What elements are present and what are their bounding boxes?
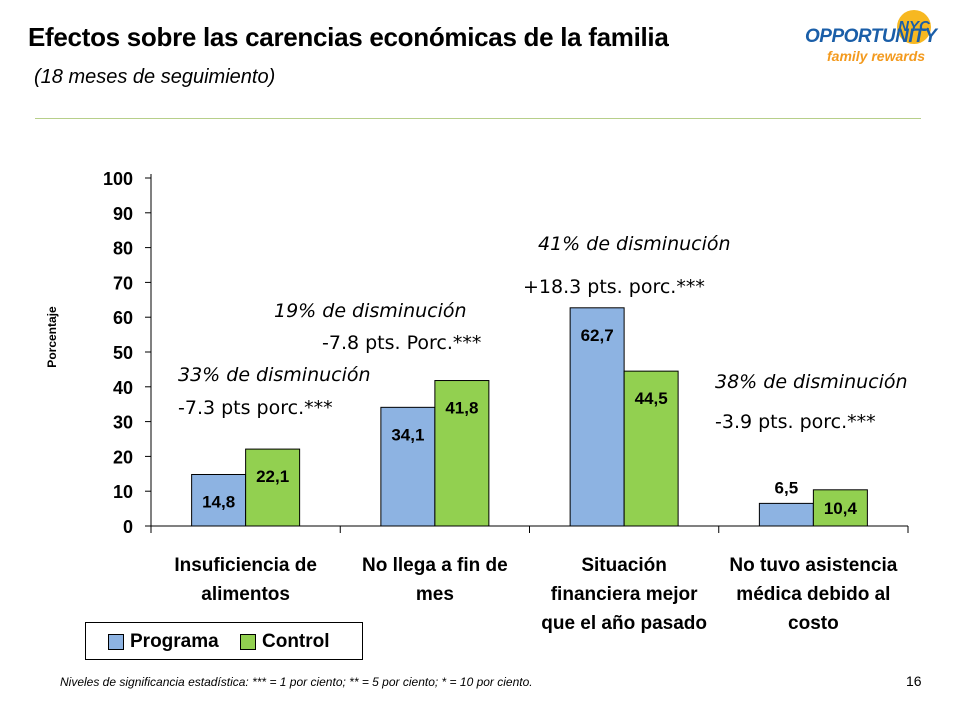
bar-control bbox=[623, 370, 679, 527]
page-title: Efectos sobre las carencias económicas d… bbox=[28, 22, 669, 52]
data-label: 41,8 bbox=[445, 399, 478, 418]
y-tick-label: 30 bbox=[113, 413, 133, 433]
y-tick-label: 60 bbox=[113, 308, 133, 328]
bar-programa bbox=[191, 473, 247, 527]
y-tick-label: 40 bbox=[113, 378, 133, 398]
bar-control bbox=[434, 380, 490, 527]
category-label: médica debido al bbox=[736, 584, 890, 605]
y-tick-label: 20 bbox=[113, 447, 133, 467]
category-label: mes bbox=[416, 584, 454, 605]
legend-label-control: Control bbox=[262, 631, 330, 652]
data-label: 44,5 bbox=[635, 389, 668, 408]
y-tick-label: 100 bbox=[103, 169, 133, 189]
legend-label-programa: Programa bbox=[130, 631, 219, 652]
bar-programa bbox=[758, 502, 814, 527]
category-label: alimentos bbox=[201, 584, 290, 605]
annotation-points: -7.8 pts. Porc.*** bbox=[322, 332, 481, 354]
logo-circle-icon bbox=[897, 10, 931, 44]
annotation-points: -3.9 pts. porc.*** bbox=[715, 411, 876, 433]
category-label: costo bbox=[788, 613, 839, 634]
category-label: No tuvo asistencia bbox=[729, 555, 897, 576]
page-subtitle: (18 meses de seguimiento) bbox=[34, 66, 276, 88]
bar-control bbox=[812, 489, 868, 527]
annotation-points: +18.3 pts. porc.*** bbox=[523, 276, 705, 298]
category-label: Insuficiencia de bbox=[174, 555, 317, 576]
annotation-points: -7.3 pts porc.*** bbox=[178, 397, 333, 419]
category-label: financiera mejor bbox=[551, 584, 698, 605]
y-tick-label: 80 bbox=[113, 239, 133, 259]
y-tick-label: 10 bbox=[113, 482, 133, 502]
logo-nyc-text: NYC bbox=[898, 18, 930, 35]
data-label: 14,8 bbox=[202, 492, 235, 511]
category-label: que el año pasado bbox=[541, 613, 707, 634]
bar-control bbox=[245, 448, 301, 527]
y-tick-label: 90 bbox=[113, 204, 133, 224]
legend-swatch-control bbox=[240, 634, 256, 650]
data-label: 22,1 bbox=[256, 467, 289, 486]
annotation-reduction: 33% de disminución bbox=[178, 364, 371, 386]
category-label: No llega a fin de bbox=[362, 555, 508, 576]
data-label: 6,5 bbox=[775, 478, 799, 497]
annotation-reduction: 19% de disminución bbox=[274, 300, 467, 322]
category-label: Situación bbox=[581, 555, 667, 576]
logo-sub-text: family rewards bbox=[827, 48, 926, 64]
bar-programa bbox=[569, 307, 625, 527]
title-divider bbox=[35, 118, 921, 119]
significance-footnote: Niveles de significancia estadística: **… bbox=[60, 675, 533, 689]
page-number: 16 bbox=[906, 673, 922, 689]
opportunity-nyc-logo: NYC OPPORTUNITY family rewards bbox=[805, 8, 937, 72]
annotation-reduction: 38% de disminución bbox=[715, 371, 908, 393]
data-label: 62,7 bbox=[581, 326, 614, 345]
logo-main-text: OPPORTUNITY bbox=[805, 26, 937, 47]
y-tick-label: 0 bbox=[123, 517, 133, 537]
data-label: 10,4 bbox=[824, 499, 858, 518]
chart-legend: Programa Control bbox=[85, 622, 363, 660]
data-label: 34,1 bbox=[391, 425, 424, 444]
legend-item-control: Control bbox=[240, 631, 330, 653]
legend-swatch-programa bbox=[108, 634, 124, 650]
y-tick-label: 70 bbox=[113, 273, 133, 293]
legend-item-programa: Programa bbox=[108, 631, 219, 653]
annotation-reduction: 41% de disminución bbox=[538, 233, 731, 255]
y-tick-label: 50 bbox=[113, 343, 133, 363]
